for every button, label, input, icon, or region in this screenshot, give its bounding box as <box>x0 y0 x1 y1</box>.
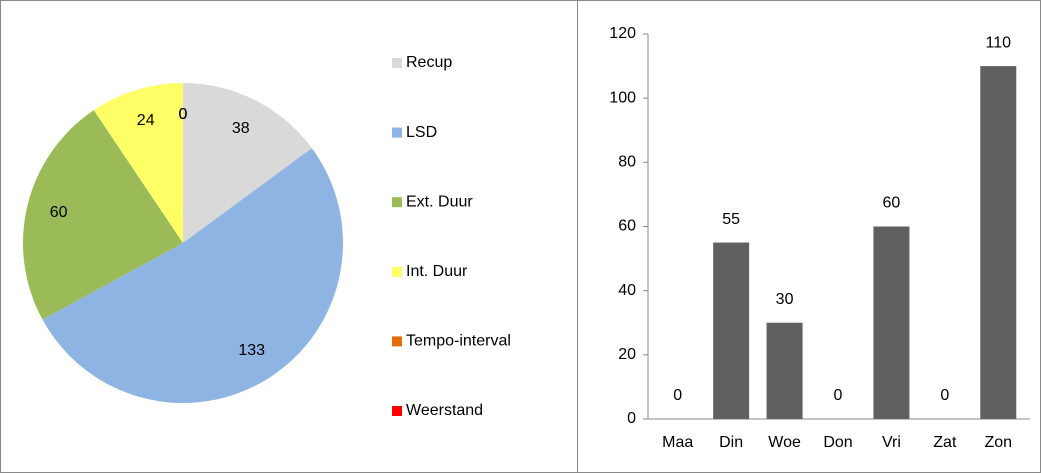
y-tick-label: 60 <box>618 218 636 235</box>
data-label: 38 <box>232 120 250 137</box>
y-tick-label: 20 <box>618 346 636 363</box>
data-label: 133 <box>238 342 265 359</box>
bar <box>713 242 750 419</box>
pie-slice <box>22 110 183 320</box>
data-label: 60 <box>50 204 68 221</box>
legend-label: Int. Duur <box>406 263 468 280</box>
bar <box>980 66 1017 419</box>
y-tick-label: 80 <box>618 154 636 171</box>
legend-swatch <box>392 266 402 277</box>
data-label: 110 <box>986 34 1012 51</box>
pie-slice <box>183 83 312 243</box>
y-tick-label: 100 <box>609 89 636 106</box>
pie-slice <box>42 148 343 403</box>
x-tick-label: Din <box>719 434 743 451</box>
pie-slice <box>93 83 183 243</box>
legend-swatch <box>392 197 402 208</box>
y-tick-label: 120 <box>609 25 636 42</box>
legend-label: Recup <box>406 54 452 71</box>
y-tick-label: 40 <box>618 282 636 299</box>
x-tick-label: Don <box>823 434 852 451</box>
data-label: 0 <box>179 106 188 123</box>
legend-label: Ext. Duur <box>406 193 473 210</box>
data-label: 0 <box>673 387 682 404</box>
x-tick-label: Maa <box>662 434 693 451</box>
data-label: 30 <box>776 291 794 308</box>
y-tick-label: 0 <box>627 410 636 427</box>
bar <box>766 322 803 419</box>
legend-swatch <box>392 127 402 138</box>
x-tick-label: Zat <box>933 434 957 451</box>
legend-swatch <box>392 336 402 347</box>
legend-swatch <box>392 58 402 68</box>
legend-swatch <box>392 406 402 416</box>
data-label: 55 <box>722 211 740 228</box>
data-label: 0 <box>834 387 843 404</box>
data-label: 60 <box>883 195 901 212</box>
data-label: 0 <box>940 387 949 404</box>
legend-label: LSD <box>406 124 437 141</box>
x-tick-label: Zon <box>984 434 1012 451</box>
legend-label: Tempo-interval <box>406 333 511 350</box>
x-tick-label: Vri <box>882 434 901 451</box>
x-tick-label: Woe <box>768 434 801 451</box>
data-label: 24 <box>137 112 155 129</box>
legend-label: Weerstand <box>406 402 483 419</box>
data-label: 0 <box>179 106 188 123</box>
bar <box>873 226 910 419</box>
